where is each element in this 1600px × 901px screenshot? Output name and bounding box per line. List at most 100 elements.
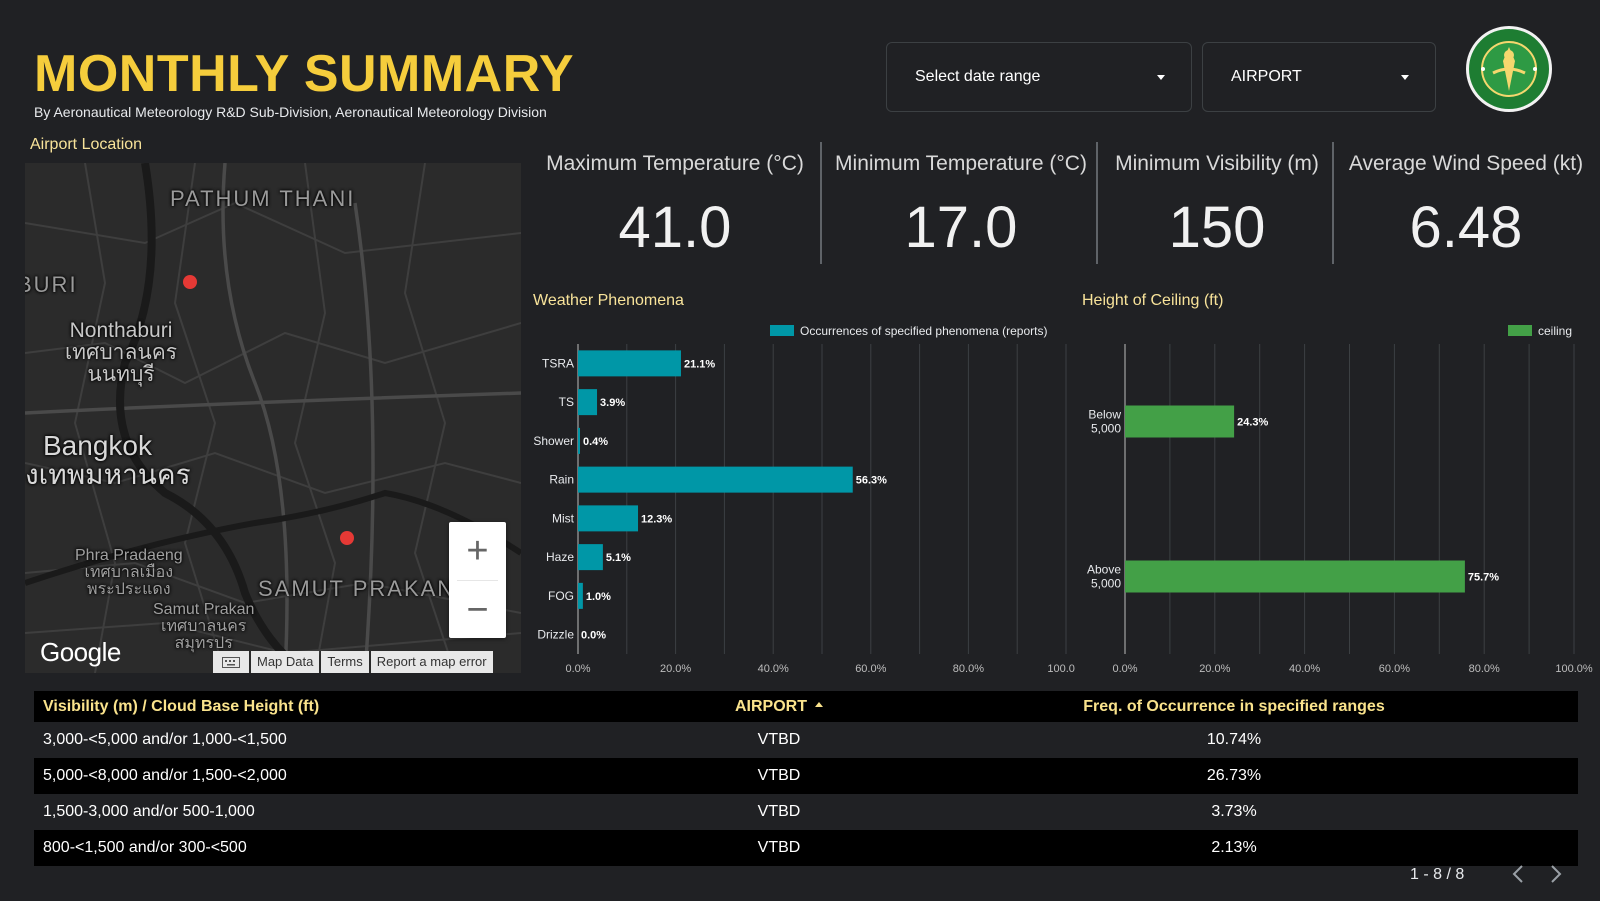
table-row: 5,000-<8,000 and/or 1,500-<2,000 VTBD 26… xyxy=(34,758,1578,794)
bar xyxy=(1125,560,1465,593)
map-data-link[interactable]: Map Data xyxy=(251,651,320,673)
kpi-label: Minimum Temperature (°C) xyxy=(835,152,1087,175)
airport-pin-marker[interactable] xyxy=(340,531,354,545)
date-range-label: Select date range xyxy=(915,68,1041,85)
keyboard-icon xyxy=(222,656,240,668)
x-tick-label: 100.0% xyxy=(1047,663,1075,675)
table-row: 800-<1,500 and/or 300-<500 VTBD 2.13% xyxy=(34,830,1578,866)
zoom-in-button[interactable]: + xyxy=(466,529,489,572)
data-label: 0.0% xyxy=(581,630,606,642)
data-label: 24.3% xyxy=(1237,417,1268,429)
kpi-min-temperature: Minimum Temperature (°C) 17.0 xyxy=(826,140,1096,265)
zoom-divider xyxy=(457,580,498,581)
map-label-samut-prakan: Samut Prakan เทศบาลนคร สมุทรปร xyxy=(153,601,254,652)
data-label: 12.3% xyxy=(641,513,672,525)
bar xyxy=(578,389,598,416)
weather-phenomena-title: Weather Phenomena xyxy=(533,292,684,309)
x-tick-label: 40.0% xyxy=(1289,663,1320,675)
samut-prakan-th2: สมุทรปร xyxy=(174,634,233,652)
table-row: 1,500-3,000 and/or 500-1,000 VTBD 3.73% xyxy=(34,794,1578,830)
header-airport-label: AIRPORT xyxy=(735,697,807,715)
cell-frequency: 2.13% xyxy=(1211,839,1257,856)
kpi-max-temperature: Maximum Temperature (°C) 41.0 xyxy=(540,140,810,265)
x-tick-label: 20.0% xyxy=(1199,663,1230,675)
x-tick-label: 60.0% xyxy=(855,663,886,675)
legend-label: Occurrences of specified phenomena (repo… xyxy=(800,324,1047,338)
category-label: FOG xyxy=(548,589,574,603)
bar xyxy=(578,350,681,377)
keyboard-shortcuts-button[interactable] xyxy=(213,651,249,673)
caret-down-icon xyxy=(1157,75,1165,80)
data-label: 5.1% xyxy=(606,552,631,564)
airport-dropdown[interactable]: AIRPORT xyxy=(1202,42,1436,112)
airport-pin-marker[interactable] xyxy=(183,275,197,289)
map-label-pathum-thani: PATHUM THANI xyxy=(170,186,356,211)
caret-down-icon xyxy=(1401,75,1409,80)
nonthaburi-th2: นนทบุรี xyxy=(87,363,155,387)
table-header: Visibility (m) / Cloud Base Height (ft) … xyxy=(34,691,1578,722)
header-frequency[interactable]: Freq. of Occurrence in specified ranges xyxy=(1083,697,1385,715)
bar xyxy=(1125,405,1235,438)
category-label: Shower xyxy=(533,434,574,448)
x-tick-label: 100.0% xyxy=(1555,663,1593,675)
cell-frequency: 3.73% xyxy=(1211,803,1257,820)
chart-legend: ceiling xyxy=(1508,324,1572,338)
bar xyxy=(578,505,639,532)
kpi-label: Maximum Temperature (°C) xyxy=(546,152,804,175)
table-pagination-count: 1 - 8 / 8 xyxy=(1410,866,1465,883)
cell-airport: VTBD xyxy=(757,803,801,820)
category-label: Rain xyxy=(549,473,574,487)
map-label-bangkok: Bangkok งเทพมหานคร xyxy=(25,431,191,490)
map-label-phra-pradaeng: Phra Pradaeng เทศบาลเมือง พระประแดง xyxy=(75,547,183,598)
zoom-out-button[interactable]: − xyxy=(466,588,489,631)
ceiling-height-chart: 0.0% 20.0% 40.0% 60.0% 80.0% 100.0% ceiling 24.… xyxy=(1087,324,1593,675)
cell-frequency: 10.74% xyxy=(1206,731,1262,748)
data-label: 3.9% xyxy=(600,397,625,409)
nonthaburi-th1: เทศบาลนคร xyxy=(65,341,178,365)
sort-ascending-icon xyxy=(815,701,823,707)
cell-airport: VTBD xyxy=(757,731,801,748)
next-page-button[interactable] xyxy=(1546,863,1566,885)
kpi-value: 41.0 xyxy=(618,195,732,260)
report-map-error-link[interactable]: Report a map error xyxy=(370,651,493,673)
header-airport[interactable]: AIRPORT xyxy=(668,698,890,716)
terms-link[interactable]: Terms xyxy=(321,651,369,673)
kpi-value: 6.48 xyxy=(1409,195,1523,260)
kpi-label: Minimum Visibility (m) xyxy=(1115,152,1319,175)
bangkok-en: Bangkok xyxy=(43,430,152,461)
kpi-min-visibility: Minimum Visibility (m) 150 xyxy=(1102,140,1332,265)
page-title: MONTHLY SUMMARY xyxy=(34,45,575,103)
x-tick-label: 0.0% xyxy=(1112,663,1137,675)
phra-pradaeng-en: Phra Pradaeng xyxy=(75,547,183,564)
phra-pradaeng-th1: เทศบาลเมือง xyxy=(84,563,174,581)
x-tick-label: 20.0% xyxy=(660,663,691,675)
x-tick-label: 0.0% xyxy=(565,663,590,675)
cell-frequency: 26.73% xyxy=(1206,767,1262,784)
data-label: 0.4% xyxy=(583,436,608,448)
chevron-left-icon xyxy=(1512,865,1523,883)
x-tick-label: 60.0% xyxy=(1379,663,1410,675)
phra-pradaeng-th2: พระประแดง xyxy=(87,580,171,598)
cell-range: 1,500-3,000 and/or 500-1,000 xyxy=(43,803,255,820)
category-label: TS xyxy=(559,395,574,409)
meteorological-department-logo xyxy=(1466,26,1552,112)
date-range-dropdown[interactable]: Select date range xyxy=(886,42,1192,112)
previous-page-button[interactable] xyxy=(1508,863,1528,885)
chart-legend: Occurrences of specified phenomena (repo… xyxy=(770,324,1047,338)
legend-swatch xyxy=(1508,325,1532,336)
map-section-title: Airport Location xyxy=(30,136,143,153)
kpi-label: Average Wind Speed (kt) xyxy=(1348,152,1584,175)
data-label: 56.3% xyxy=(856,475,887,487)
airport-dropdown-label: AIRPORT xyxy=(1231,68,1302,85)
kpi-divider xyxy=(1096,142,1098,264)
seal-icon xyxy=(1471,31,1547,107)
category-label: Above xyxy=(1087,563,1121,577)
category-label: 5,000 xyxy=(1091,422,1121,436)
airport-location-map[interactable]: PATHUM THANI BURI Nonthaburi เทศบาลนคร น… xyxy=(25,163,521,673)
cell-airport: VTBD xyxy=(757,767,801,784)
x-tick-label: 80.0% xyxy=(953,663,984,675)
header-visibility[interactable]: Visibility (m) / Cloud Base Height (ft) xyxy=(43,697,320,715)
samut-prakan-th1: เทศบาลนคร xyxy=(161,617,247,635)
category-label: TSRA xyxy=(542,356,574,370)
cell-airport: VTBD xyxy=(757,839,801,856)
